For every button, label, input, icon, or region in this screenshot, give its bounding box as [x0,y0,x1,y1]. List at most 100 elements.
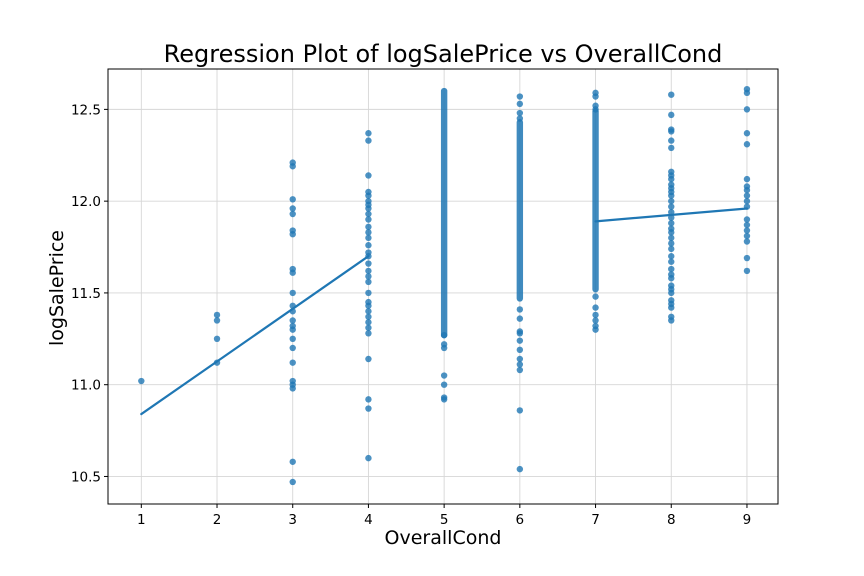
scatter-point [668,258,675,265]
x-tick-label: 2 [213,512,222,528]
scatter-point [743,130,751,137]
scatter-point [668,265,675,273]
scatter-point [440,372,448,379]
scatter-point [440,331,448,339]
scatter-point [743,232,751,240]
scatter-point [365,205,372,212]
scatter-point [668,304,675,311]
y-tick-label: 11.0 [71,378,101,394]
scatter-point [289,269,296,276]
scatter-point [365,355,372,363]
scatter-point [365,267,372,275]
regression-line [140,255,370,416]
scatter-point [213,311,221,319]
scatter-point [668,91,675,98]
scatter-point [516,109,524,117]
scatter-point [668,219,675,227]
scatter-point [592,93,599,100]
scatter-point [668,175,675,183]
x-tick-label: 5 [440,512,449,528]
scatter-point [743,238,751,245]
scatter-point [365,130,372,137]
scatter-point [743,186,751,194]
scatter-point [668,234,675,242]
scatter-point [440,344,448,352]
scatter-point [365,313,372,320]
scatter-point [743,197,751,205]
scatter-point [138,377,145,385]
scatter-point [668,144,675,152]
scatter-point [365,234,372,242]
scatter-point [289,210,296,218]
scatter-point [365,172,372,179]
scatter-point [365,324,372,331]
scatter-point [592,304,599,311]
data-points [138,85,751,486]
dense-point-column [516,119,524,302]
scatter-point [743,175,751,183]
scatter-point [743,106,751,113]
scatter-point [365,137,372,144]
scatter-point [289,289,296,297]
scatter-point [668,229,675,236]
scatter-point [743,192,751,199]
scatter-point [516,93,524,100]
scatter-point [668,289,675,297]
scatter-point [516,337,524,344]
scatter-point [516,315,524,322]
scatter-point [365,405,372,412]
scatter-point [668,275,675,282]
y-tick-label: 10.5 [71,469,101,485]
scatter-point [743,267,751,275]
scatter-point [213,335,221,343]
scatter-point [365,396,372,403]
dense-point-column [440,87,448,339]
x-tick-label: 3 [288,512,297,528]
x-tick-label: 1 [137,512,146,528]
scatter-point [365,192,372,199]
scatter-point [289,458,296,465]
scatter-point [289,478,296,486]
scatter-point [365,260,372,267]
scatter-point [743,216,751,223]
scatter-point [365,216,372,223]
scatter-point [743,141,751,148]
scatter-point [289,163,296,170]
scatter-point [289,326,296,333]
scatter-point [668,245,675,253]
scatter-point [668,253,675,260]
scatter-point [668,111,675,119]
x-axis-ticks: 1 2 3 4 5 6 7 8 9 [137,504,751,528]
scatter-point [668,317,675,324]
scatter-point [592,106,599,113]
scatter-point [365,223,372,231]
scatter-point [365,229,372,236]
scatter-point [516,366,524,374]
scatter-point [516,306,524,313]
scatter-point [743,227,751,234]
scatter-point [516,346,524,354]
scatter-point [516,361,524,368]
chart-title: Regression Plot of logSalePrice vs Overa… [164,40,723,68]
scatter-point [668,128,675,135]
scatter-point [516,355,524,363]
x-tick-label: 8 [667,512,676,528]
scatter-point [592,293,599,300]
scatter-point [668,240,675,247]
scatter-point [592,326,599,333]
y-axis-label: logSalePrice [46,230,68,346]
scatter-point [516,407,524,414]
scatter-point [743,89,751,97]
scatter-point [516,115,524,122]
y-tick-label: 11.5 [71,286,101,302]
scatter-point [365,319,372,326]
scatter-point [668,192,675,199]
scatter-point [516,465,524,473]
y-axis-ticks: 10.5 11.0 11.5 12.0 12.5 [71,102,108,485]
scatter-point [289,317,296,324]
scatter-point [668,203,675,210]
scatter-point [289,359,296,366]
scatter-point [592,311,599,319]
y-tick-label: 12.5 [71,102,101,118]
